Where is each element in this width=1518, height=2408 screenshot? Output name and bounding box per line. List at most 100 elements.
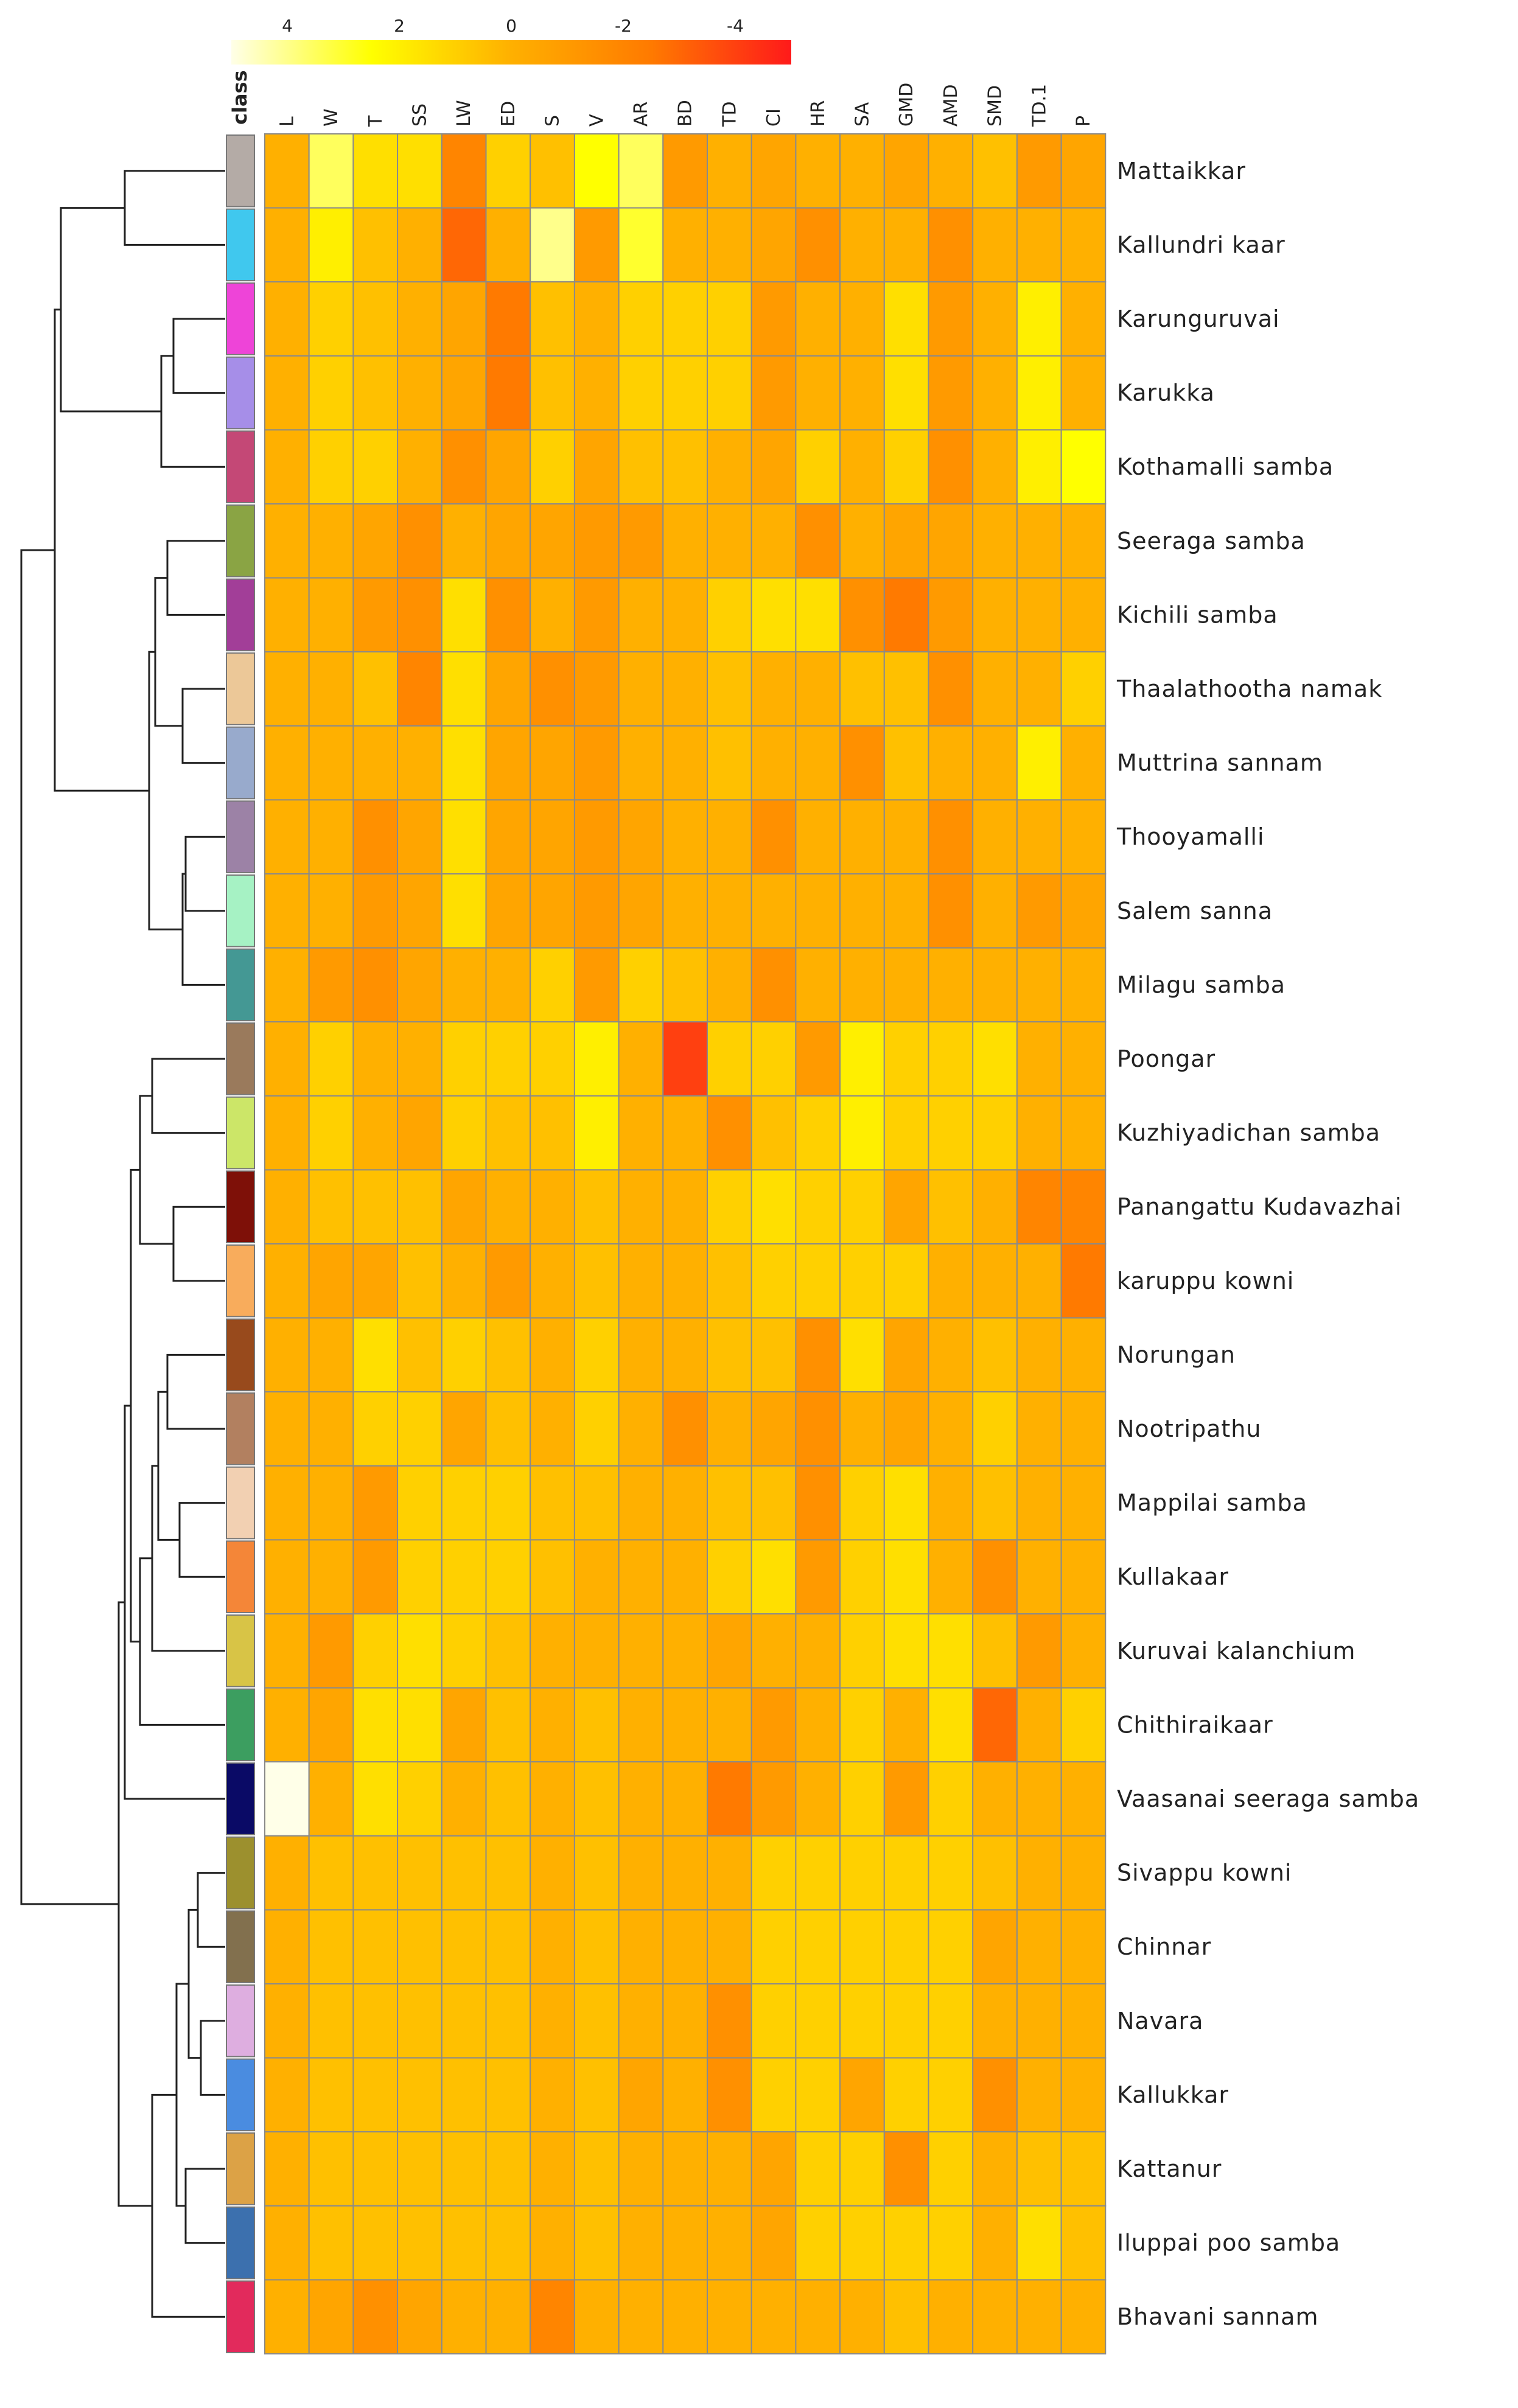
heatmap-cell	[972, 1465, 1018, 1541]
heatmap-cell	[928, 281, 974, 357]
heatmap-cell	[707, 355, 752, 431]
class-swatch-nootripathu	[226, 1392, 255, 1465]
heatmap-cell	[530, 207, 575, 283]
heatmap-cell	[264, 1243, 310, 1319]
heatmap-cell	[264, 577, 310, 653]
heatmap-cell	[264, 725, 310, 801]
heatmap-cell	[1016, 1317, 1062, 1393]
heatmap-cell	[972, 2131, 1018, 2207]
row-label-seeraga-samba: Seeraga samba	[1117, 528, 1306, 554]
heatmap-cell	[485, 1095, 531, 1171]
column-label-lw: LW	[453, 100, 475, 127]
heatmap-cell	[1060, 799, 1107, 875]
heatmap-cell	[573, 1021, 620, 1097]
class-swatch-vaasanai-seeraga-samba	[226, 1762, 255, 1835]
class-swatch-chithiraikaar	[226, 1688, 255, 1762]
class-swatch-sivappu-kowni	[226, 1836, 255, 1910]
heatmap-cell	[883, 1095, 929, 1171]
heatmap-cell	[618, 2057, 664, 2133]
heatmap-cell	[530, 355, 575, 431]
heatmap-cell	[662, 947, 708, 1023]
heatmap-cell	[1060, 133, 1107, 209]
heatmap-cell	[1016, 2205, 1062, 2281]
heatmap-cell	[485, 651, 531, 727]
heatmap-cell	[352, 1243, 399, 1319]
heatmap-cell	[883, 1761, 929, 1837]
heatmap-cell	[795, 1391, 841, 1467]
heatmap-cell	[397, 799, 442, 875]
heatmap-cell	[883, 355, 929, 431]
dendrogram-branch	[197, 1872, 225, 1948]
heatmap-cell	[662, 355, 708, 431]
dendrogram-branch	[166, 1353, 225, 1430]
class-swatch-seeraga-samba	[226, 504, 255, 578]
heatmap-cell	[928, 2057, 974, 2133]
heatmap-cell	[707, 1539, 752, 1614]
row-label-poongar: Poongar	[1117, 1045, 1215, 1072]
dendrogram-branch	[166, 540, 225, 616]
heatmap-cell	[573, 1909, 620, 1984]
dendrogram-branch	[178, 1502, 225, 1578]
dendrogram-branch	[154, 577, 183, 727]
row-label-mattaikkar: Mattaikkar	[1117, 158, 1246, 184]
heatmap-cell	[795, 2057, 841, 2133]
heatmap-cell	[308, 1465, 354, 1541]
heatmap-cell	[795, 503, 841, 579]
heatmap-cell	[264, 1021, 310, 1097]
heatmap-cell	[1016, 1169, 1062, 1245]
heatmap-cell	[662, 2279, 708, 2354]
class-swatch-mattaikkar	[226, 134, 255, 208]
heatmap-cell	[397, 651, 442, 727]
heatmap-cell	[308, 281, 354, 357]
heatmap-cell	[264, 1835, 310, 1911]
heatmap-cell	[839, 873, 885, 949]
heatmap-cell	[750, 577, 797, 653]
dendrogram-branch	[151, 1058, 225, 1134]
heatmap-cell	[928, 1835, 974, 1911]
heatmap-cell	[707, 1169, 752, 1245]
heatmap-cell	[618, 1391, 664, 1467]
heatmap-cell	[485, 1983, 531, 2059]
heatmap-cell	[618, 1613, 664, 1689]
heatmap-cell	[441, 1391, 487, 1467]
heatmap-cell	[618, 2205, 664, 2281]
heatmap-cell	[795, 1983, 841, 2059]
heatmap-cell	[928, 799, 974, 875]
heatmap-cell	[750, 1983, 797, 2059]
heatmap-cell	[530, 1391, 575, 1467]
heatmap-cell	[441, 355, 487, 431]
row-label-karunguruvai: Karunguruvai	[1117, 305, 1280, 332]
heatmap-cell	[662, 1095, 708, 1171]
heatmap-cell	[264, 873, 310, 949]
heatmap-cell	[397, 2205, 442, 2281]
heatmap-cell	[485, 1687, 531, 1763]
heatmap-cell	[1060, 1761, 1107, 1837]
heatmap-cell	[883, 1687, 929, 1763]
heatmap-cell	[839, 1317, 885, 1393]
row-label-vaasanai-seeraga-samba: Vaasanai seeraga samba	[1117, 1785, 1419, 1812]
row-label-nootripathu: Nootripathu	[1117, 1415, 1261, 1442]
heatmap-cell	[1016, 1835, 1062, 1911]
heatmap-cell	[795, 1465, 841, 1541]
heatmap-cell	[972, 133, 1018, 209]
heatmap-cell	[308, 1243, 354, 1319]
heatmap-cell	[352, 577, 399, 653]
heatmap-cell	[397, 1317, 442, 1393]
row-label-panangattu-kudavazhai: Panangattu Kudavazhai	[1117, 1193, 1402, 1220]
heatmap-cell	[707, 2205, 752, 2281]
heatmap-cell	[1016, 799, 1062, 875]
heatmap-cell	[750, 429, 797, 505]
heatmap-cell	[1016, 207, 1062, 283]
heatmap-cell	[795, 2131, 841, 2207]
heatmap-cell	[530, 1761, 575, 1837]
heatmap-cell	[839, 281, 885, 357]
heatmap-cell	[308, 133, 354, 209]
heatmap-cell	[972, 1613, 1018, 1689]
heatmap-cell	[883, 1465, 929, 1541]
heatmap-cell	[441, 1983, 487, 2059]
dendrogram-branch	[148, 651, 183, 930]
heatmap-cell	[972, 1021, 1018, 1097]
heatmap-cell	[530, 577, 575, 653]
heatmap-cell	[1016, 1983, 1062, 2059]
heatmap-cell	[308, 577, 354, 653]
